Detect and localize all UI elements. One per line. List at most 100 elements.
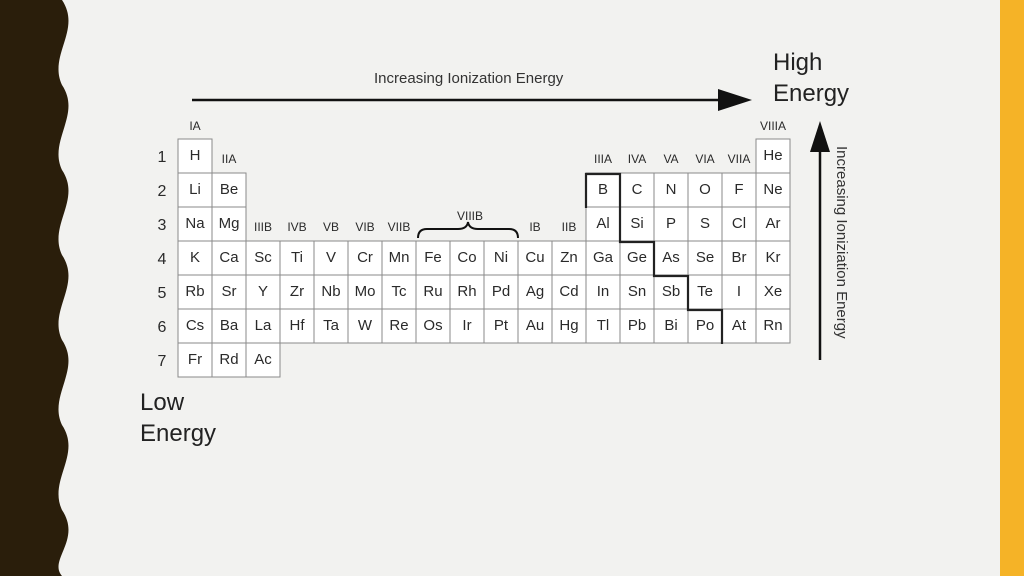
element-cell-ni: Ni: [483, 240, 519, 276]
element-symbol: Al: [596, 215, 609, 232]
element-symbol: O: [699, 181, 711, 198]
element-cell-cr: Cr: [347, 240, 383, 276]
low-energy-label: Low Energy: [140, 389, 217, 447]
element-cell-rh: Rh: [449, 274, 485, 310]
element-symbol: Sr: [222, 283, 237, 300]
metalloid-staircase-line: [584, 172, 724, 344]
horizontal-arrow-head: [718, 89, 752, 111]
element-symbol: P: [666, 215, 676, 232]
element-symbol: As: [662, 249, 680, 266]
element-symbol: I: [737, 283, 741, 300]
element-cell-fr: Fr: [177, 342, 213, 378]
element-cell-tl: Tl: [585, 308, 621, 344]
element-cell-ac: Ac: [245, 342, 281, 378]
element-cell-at: At: [721, 308, 757, 344]
element-cell-ti: Ti: [279, 240, 315, 276]
element-cell-kr: Kr: [755, 240, 791, 276]
element-symbol: Y: [258, 283, 268, 300]
element-cell-li: Li: [177, 172, 213, 208]
element-symbol: At: [732, 317, 747, 334]
element-cell-f: F: [721, 172, 757, 208]
group-label-viia: VIIA: [728, 152, 751, 166]
period-label-1: 1: [158, 149, 167, 166]
element-symbol: Kr: [766, 249, 781, 266]
element-symbol: La: [255, 317, 272, 334]
element-symbol: Br: [732, 249, 747, 266]
element-symbol: Po: [696, 317, 714, 334]
element-cell-k: K: [177, 240, 213, 276]
group-label-ia: IA: [189, 119, 200, 133]
element-cell-o: O: [687, 172, 723, 208]
element-cell-co: Co: [449, 240, 485, 276]
group-label-viib: VIIB: [388, 220, 411, 234]
element-cell-fe: Fe: [415, 240, 451, 276]
period-label-6: 6: [158, 319, 167, 336]
element-cell-s: S: [687, 206, 723, 242]
element-cell-xe: Xe: [755, 274, 791, 310]
element-symbol: F: [734, 181, 743, 198]
element-symbol: W: [358, 317, 373, 334]
group-label-iiia: IIIA: [594, 152, 612, 166]
element-cell-nb: Nb: [313, 274, 349, 310]
group-label-vb: VB: [323, 220, 339, 234]
element-symbol: Si: [630, 215, 643, 232]
element-cell-sn: Sn: [619, 274, 655, 310]
element-symbol: Rd: [219, 351, 238, 368]
element-cell-na: Na: [177, 206, 213, 242]
group-label-via: VIA: [695, 152, 714, 166]
element-cell-br: Br: [721, 240, 757, 276]
element-cell-w: W: [347, 308, 383, 344]
element-cell-mg: Mg: [211, 206, 247, 242]
element-symbol: C: [632, 181, 643, 198]
element-cell-tc: Tc: [381, 274, 417, 310]
element-cell-ag: Ag: [517, 274, 553, 310]
element-cell-sc: Sc: [245, 240, 281, 276]
element-symbol: Sb: [662, 283, 680, 300]
element-symbol: Co: [457, 249, 476, 266]
element-cell-ba: Ba: [211, 308, 247, 344]
element-cell-he: He: [755, 138, 791, 174]
element-cell-au: Au: [517, 308, 553, 344]
element-cell-hg: Hg: [551, 308, 587, 344]
element-symbol: Be: [220, 181, 238, 198]
element-symbol: Ca: [219, 249, 239, 266]
period-label-7: 7: [158, 353, 167, 370]
element-symbol: Rb: [185, 283, 204, 300]
element-cell-cd: Cd: [551, 274, 587, 310]
element-cell-cs: Cs: [177, 308, 213, 344]
element-cells: H He Li Be B C N O F Ne Na Mg Al Si P S Cl Ar K Ca Sc Ti V Cr Mn…: [177, 138, 791, 378]
element-symbol: N: [666, 181, 677, 198]
element-cell-ru: Ru: [415, 274, 451, 310]
element-symbol: Pt: [494, 317, 509, 334]
period-label-2: 2: [158, 183, 167, 200]
element-symbol: Na: [185, 215, 205, 232]
element-symbol: In: [597, 283, 610, 300]
wavy-left-decoration: [0, 0, 69, 576]
period-label-4: 4: [158, 251, 167, 268]
element-symbol: Os: [423, 317, 442, 334]
element-symbol: Ac: [254, 351, 272, 368]
element-symbol: Cu: [525, 249, 544, 266]
element-cell-hf: Hf: [279, 308, 315, 344]
high-energy-label: High Energy: [773, 49, 850, 107]
group-labels: IA IIA IIIB IVB VB VIB VIIB IB IIB IIIA IVA VA VIA VI…: [189, 119, 786, 234]
element-cell-rb: Rb: [177, 274, 213, 310]
element-symbol: Mo: [355, 283, 376, 300]
element-symbol: Sc: [254, 249, 272, 266]
element-cell-mn: Mn: [381, 240, 417, 276]
element-cell-v: V: [313, 240, 349, 276]
element-cell-mo: Mo: [347, 274, 383, 310]
element-cell-ir: Ir: [449, 308, 485, 344]
period-label-5: 5: [158, 285, 167, 302]
element-symbol: Cr: [357, 249, 373, 266]
element-symbol: He: [763, 147, 782, 164]
group-label-va: VA: [663, 152, 678, 166]
element-cell-h: H: [177, 138, 213, 174]
element-cell-c: C: [619, 172, 655, 208]
element-cell-ga: Ga: [585, 240, 621, 276]
element-cell-zn: Zn: [551, 240, 587, 276]
element-symbol: Hg: [559, 317, 578, 334]
element-symbol: V: [326, 249, 336, 266]
period-labels: 1 2 3 4 5 6 7: [158, 149, 167, 370]
